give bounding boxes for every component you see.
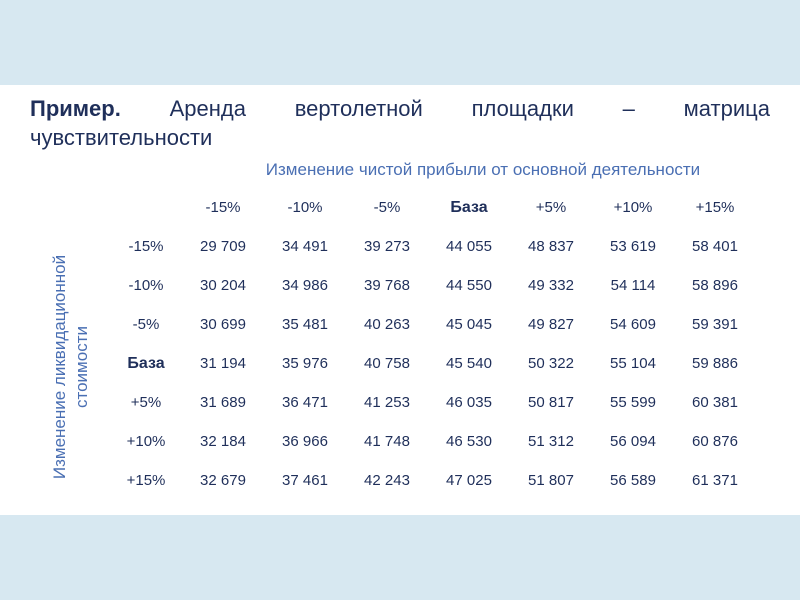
row-axis-caption: Изменение ликвидационной стоимости [50, 254, 91, 480]
table-cell: 29 709 [200, 238, 246, 255]
table-cell: 36 471 [282, 394, 328, 411]
table-cell: 44 055 [446, 238, 492, 255]
table-cell: 46 530 [446, 433, 492, 450]
table-cell: 54 609 [610, 316, 656, 333]
table-cell: 35 481 [282, 316, 328, 333]
table-cell: 41 748 [364, 433, 410, 450]
table-cell: 41 253 [364, 394, 410, 411]
table-row: -5% 30 699 35 481 40 263 45 045 49 827 54 609 5… [110, 305, 756, 344]
top-band [0, 0, 800, 85]
title-word: матрица [683, 96, 770, 121]
table-cell: 58 401 [692, 238, 738, 255]
slide-body [0, 85, 800, 515]
table-cell: 44 550 [446, 277, 492, 294]
title-word: площадки [471, 96, 574, 121]
title-word: Аренда [169, 96, 246, 121]
title-line-2: чувствительности [30, 125, 213, 150]
table-cell: 34 986 [282, 277, 328, 294]
table-cell: 48 837 [528, 238, 574, 255]
row-header: -15% [128, 238, 164, 255]
table-row: +15% 32 679 37 461 42 243 47 025 51 807 56 589… [110, 461, 756, 500]
table-row: +5% 31 689 36 471 41 253 46 035 50 817 55 599 6… [110, 383, 756, 422]
row-header: +15% [126, 472, 166, 489]
table-row: -15% 29 709 34 491 39 273 44 055 48 837 53 619… [110, 227, 756, 266]
table-cell: 50 817 [528, 394, 574, 411]
table-cell: 34 491 [282, 238, 328, 255]
table-cell: 50 322 [528, 355, 574, 372]
table-cell: 39 768 [364, 277, 410, 294]
slide-title: Пример. Аренда вертолетной площадки – ма… [30, 94, 770, 152]
table-row: База 31 194 35 976 40 758 45 540 50 322 55 104… [110, 344, 756, 383]
table-cell: 49 332 [528, 277, 574, 294]
table-cell: 30 204 [200, 277, 246, 294]
table-cell: 45 540 [446, 355, 492, 372]
column-header: -10% [287, 199, 323, 216]
table-cell: 55 599 [610, 394, 656, 411]
title-word: вертолетной [294, 96, 423, 121]
table-cell: 39 273 [364, 238, 410, 255]
table-cell: 49 827 [528, 316, 574, 333]
column-header: +15% [695, 199, 735, 216]
table-cell: 59 886 [692, 355, 738, 372]
header-row: -15% -10% -5% База +5% +10% +15% [110, 188, 756, 227]
table-cell: 56 589 [610, 472, 656, 489]
table-cell: 51 807 [528, 472, 574, 489]
row-header-base: База [127, 354, 165, 372]
table-cell: 54 114 [610, 277, 656, 294]
title-line-1: Пример. Аренда вертолетной площадки – ма… [30, 94, 770, 123]
table-cell: 40 263 [364, 316, 410, 333]
table-cell: 40 758 [364, 355, 410, 372]
row-header: +10% [126, 433, 166, 450]
table-cell: 35 976 [282, 355, 328, 372]
table-cell: 31 194 [200, 355, 246, 372]
row-header: -10% [128, 277, 164, 294]
title-word: – [622, 96, 635, 121]
corner-cell [110, 188, 182, 227]
table-cell: 56 094 [610, 433, 656, 450]
table-cell: 32 184 [200, 433, 246, 450]
row-header: -5% [132, 316, 160, 333]
table-cell: 32 679 [200, 472, 246, 489]
table-cell: 36 966 [282, 433, 328, 450]
row-header: +5% [130, 394, 162, 411]
column-header: -15% [205, 199, 241, 216]
table-cell: 55 104 [610, 355, 656, 372]
table-cell: 61 371 [692, 472, 738, 489]
table-cell: 47 025 [446, 472, 492, 489]
table-cell: 60 381 [692, 394, 738, 411]
title-bold-word: Пример. [30, 96, 121, 121]
column-header: +10% [613, 199, 653, 216]
table-cell: 58 896 [692, 277, 738, 294]
table-cell: 59 391 [692, 316, 738, 333]
table-cell: 46 035 [446, 394, 492, 411]
column-header-base: База [450, 198, 488, 216]
table-cell: 60 876 [692, 433, 738, 450]
table-cell: 31 689 [200, 394, 246, 411]
table-cell: 53 619 [610, 238, 656, 255]
sensitivity-matrix: -15% -10% -5% База +5% +10% +15% -15% 29 … [110, 188, 756, 500]
table-row: -10% 30 204 34 986 39 768 44 550 49 332 54 114… [110, 266, 756, 305]
column-header: +5% [535, 199, 567, 216]
bottom-band [0, 515, 800, 600]
column-axis-caption: Изменение чистой прибыли от основной дея… [265, 160, 701, 179]
table-cell: 42 243 [364, 472, 410, 489]
column-header: -5% [373, 199, 401, 216]
table-cell: 45 045 [446, 316, 492, 333]
table-cell: 30 699 [200, 316, 246, 333]
row-axis-caption-box: Изменение ликвидационной стоимости [38, 238, 104, 496]
table-cell: 51 312 [528, 433, 574, 450]
table-row: +10% 32 184 36 966 41 748 46 530 51 312 56 094… [110, 422, 756, 461]
table-cell: 37 461 [282, 472, 328, 489]
